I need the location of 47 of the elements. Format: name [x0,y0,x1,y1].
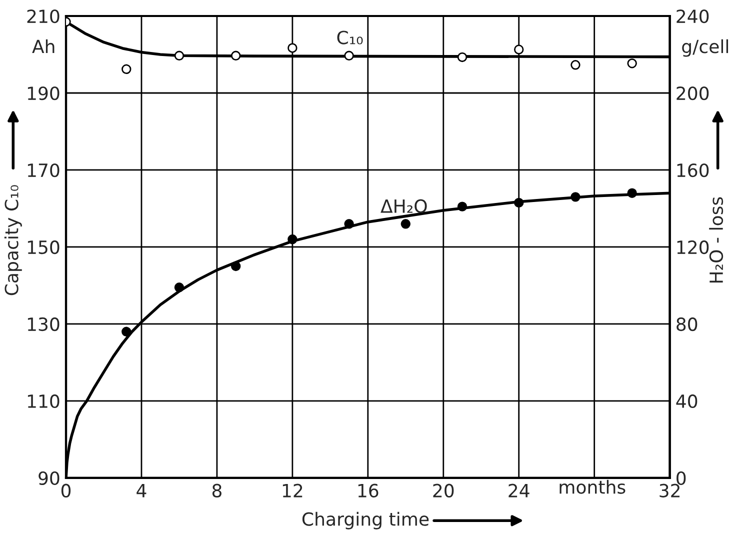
x-tick-label: 16 [358,484,378,498]
x-tick-label: 12 [282,484,302,498]
y-tick-label: 150 [28,240,60,254]
point [230,50,241,61]
y2-tick-label: 240 [676,9,709,24]
x-axis-title: Charging time [302,512,429,530]
series-label: ΔH₂O [380,199,427,213]
point [514,44,524,54]
point [570,60,580,70]
point [122,64,132,74]
y2-tick-label: 160 [677,163,709,178]
y-tick-label: 210 [27,9,60,24]
point [400,219,411,229]
y2-tick-label: 80 [676,317,698,332]
point [122,326,132,337]
x-tick-label: 4 [136,484,146,498]
text: g/cell [682,39,728,57]
series-label: C₁₀ [337,30,363,44]
y-tick-label: 90 [38,471,60,486]
x-tick-label: 32 [660,484,680,498]
y-tick-label: 190 [28,86,60,100]
y2-tick-label: 200 [676,86,709,100]
text: Ah [32,39,54,54]
y-tick-label: 170 [28,163,60,178]
point [288,43,298,53]
x-tick-label: 20 [433,484,454,498]
point [627,58,637,68]
x-tick-label: 24 [508,484,530,498]
y2-tick-label: 40 [676,394,698,408]
point [627,188,637,198]
point [174,50,184,61]
point [344,50,354,61]
x-tick-label: 0 [61,484,71,498]
y-tick-label: 130 [28,317,60,332]
y2-tick-label: 120 [677,240,709,254]
y-tick-label: 110 [28,394,60,408]
x-tick-label: 8 [212,484,222,498]
point [570,192,580,202]
point [457,202,468,212]
y2-tick-label: 0 [676,471,686,486]
point [344,219,354,229]
y-axis-title: Capacity C₁₀ [4,185,22,296]
y2-axis-title: H₂O - loss [709,197,724,282]
point [230,261,241,272]
point [174,282,184,292]
text: months [560,480,626,494]
point [457,52,468,62]
